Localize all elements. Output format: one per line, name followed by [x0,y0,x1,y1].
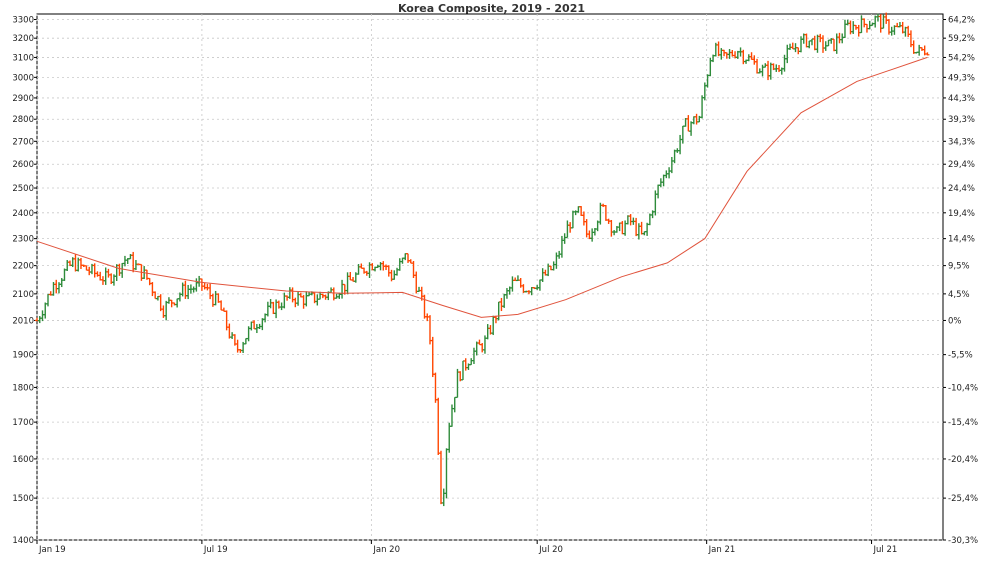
x-tick-label: Jan 20 [372,545,400,555]
chart-title: Korea Composite, 2019 - 2021 [397,2,586,15]
y-tick-label: 2200 [12,262,34,272]
y-tick-label: 2400 [12,209,34,219]
y2-tick-label: 44,3% [948,94,975,104]
y-tick-label: 2300 [12,235,34,245]
y2-tick-label: 14,4% [948,235,975,245]
y-tick-label: 2100 [12,290,34,300]
y-tick-label: 1900 [12,351,34,361]
y2-tick-label: 49,3% [948,73,975,83]
y2-tick-label: -10,4% [948,383,978,393]
y-tick-label: 3200 [12,34,34,44]
y-tick-label: 1500 [12,494,34,504]
y-tick-label: 2010 [12,316,34,326]
y-tick-label: 3100 [12,53,34,63]
average-line [36,56,928,318]
y-tick-label: 1400 [12,536,34,546]
y2-tick-label: 0% [948,316,962,326]
y2-tick-label: 19,4% [948,209,975,219]
x-tick-label: Jan 21 [708,545,736,555]
y2-tick-label: 4,5% [948,290,970,300]
y2-tick-label: -25,4% [948,494,978,504]
x-tick-label: Jul 20 [538,545,563,555]
y2-tick-label: 54,2% [948,53,975,63]
y-tick-label: 1700 [12,418,34,428]
y-tick-label: 2600 [12,160,34,170]
y-tick-label: 1600 [12,455,34,465]
y-tick-label: 2700 [12,137,34,147]
y-tick-label: 2900 [12,94,34,104]
y-tick-label: 3300 [12,15,34,25]
y2-tick-label: 64,2% [948,15,975,25]
y2-tick-label: -15,4% [948,418,978,428]
plot-area [36,13,944,541]
y-tick-label: 2500 [12,184,34,194]
y2-tick-label: -5,5% [948,351,973,361]
y2-tick-label: -20,4% [948,455,978,465]
y2-tick-label: -30,3% [948,536,978,546]
x-tick-label: Jul 19 [203,545,228,555]
y2-tick-label: 29,4% [948,160,975,170]
x-tick-label: Jan 19 [38,545,66,555]
y-tick-label: 3000 [12,73,34,83]
y2-tick-label: 39,3% [948,115,975,125]
y-tick-label: 1800 [12,383,34,393]
x-tick-label: Jul 21 [873,545,898,555]
y2-tick-label: 59,2% [948,34,975,44]
y2-tick-label: 24,4% [948,184,975,194]
y-tick-label: 2800 [12,115,34,125]
y2-tick-label: 9,5% [948,262,970,272]
y2-tick-label: 34,3% [948,137,975,147]
